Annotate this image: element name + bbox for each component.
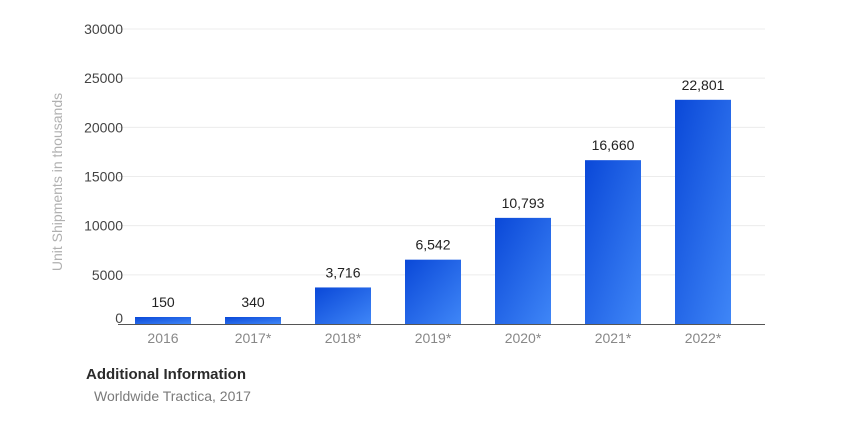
y-axis-ticks: 0 5000 10000 15000 20000 25000 30000	[84, 21, 123, 326]
y-tick-label: 10000	[84, 218, 123, 234]
data-label: 3,716	[325, 264, 360, 280]
x-tick-label: 2021*	[595, 330, 632, 346]
data-label: 22,801	[682, 77, 725, 93]
bars	[135, 99, 731, 325]
y-tick-label: 0	[115, 310, 123, 326]
y-axis-title: Unit Shipments in thousands	[49, 93, 65, 271]
bar-chart: 0 5000 10000 15000 20000 25000 30000 150 340 3,7…	[49, 21, 765, 346]
bar	[135, 317, 191, 324]
bar	[405, 259, 461, 324]
x-axis-ticks: 2016 2017* 2018* 2019* 2020* 2021* 2022*	[147, 330, 721, 346]
x-tick-label: 2017*	[235, 330, 272, 346]
data-labels: 150 340 3,716 6,542 10,793 16,660 22,801	[151, 77, 724, 310]
data-label: 150	[151, 294, 175, 310]
gridlines	[118, 28, 765, 276]
data-label: 16,660	[592, 137, 635, 153]
data-label: 340	[241, 294, 265, 310]
bar	[675, 99, 731, 325]
additional-info-title: Additional Information	[86, 366, 246, 383]
y-tick-label: 20000	[84, 119, 123, 135]
data-label: 10,793	[502, 195, 545, 211]
y-tick-label: 25000	[84, 70, 123, 86]
bar	[225, 317, 281, 324]
x-tick-label: 2018*	[325, 330, 362, 346]
y-tick-label: 5000	[92, 267, 123, 283]
x-tick-label: 2019*	[415, 330, 452, 346]
x-tick-label: 2022*	[685, 330, 722, 346]
y-tick-label: 15000	[84, 169, 123, 185]
bar	[315, 287, 371, 324]
y-tick-label: 30000	[84, 21, 123, 37]
source-text: Worldwide Tractica, 2017	[94, 388, 251, 404]
bar	[495, 217, 551, 324]
x-tick-label: 2016	[147, 330, 178, 346]
data-label: 6,542	[415, 237, 450, 253]
x-tick-label: 2020*	[505, 330, 542, 346]
bar	[585, 160, 641, 324]
